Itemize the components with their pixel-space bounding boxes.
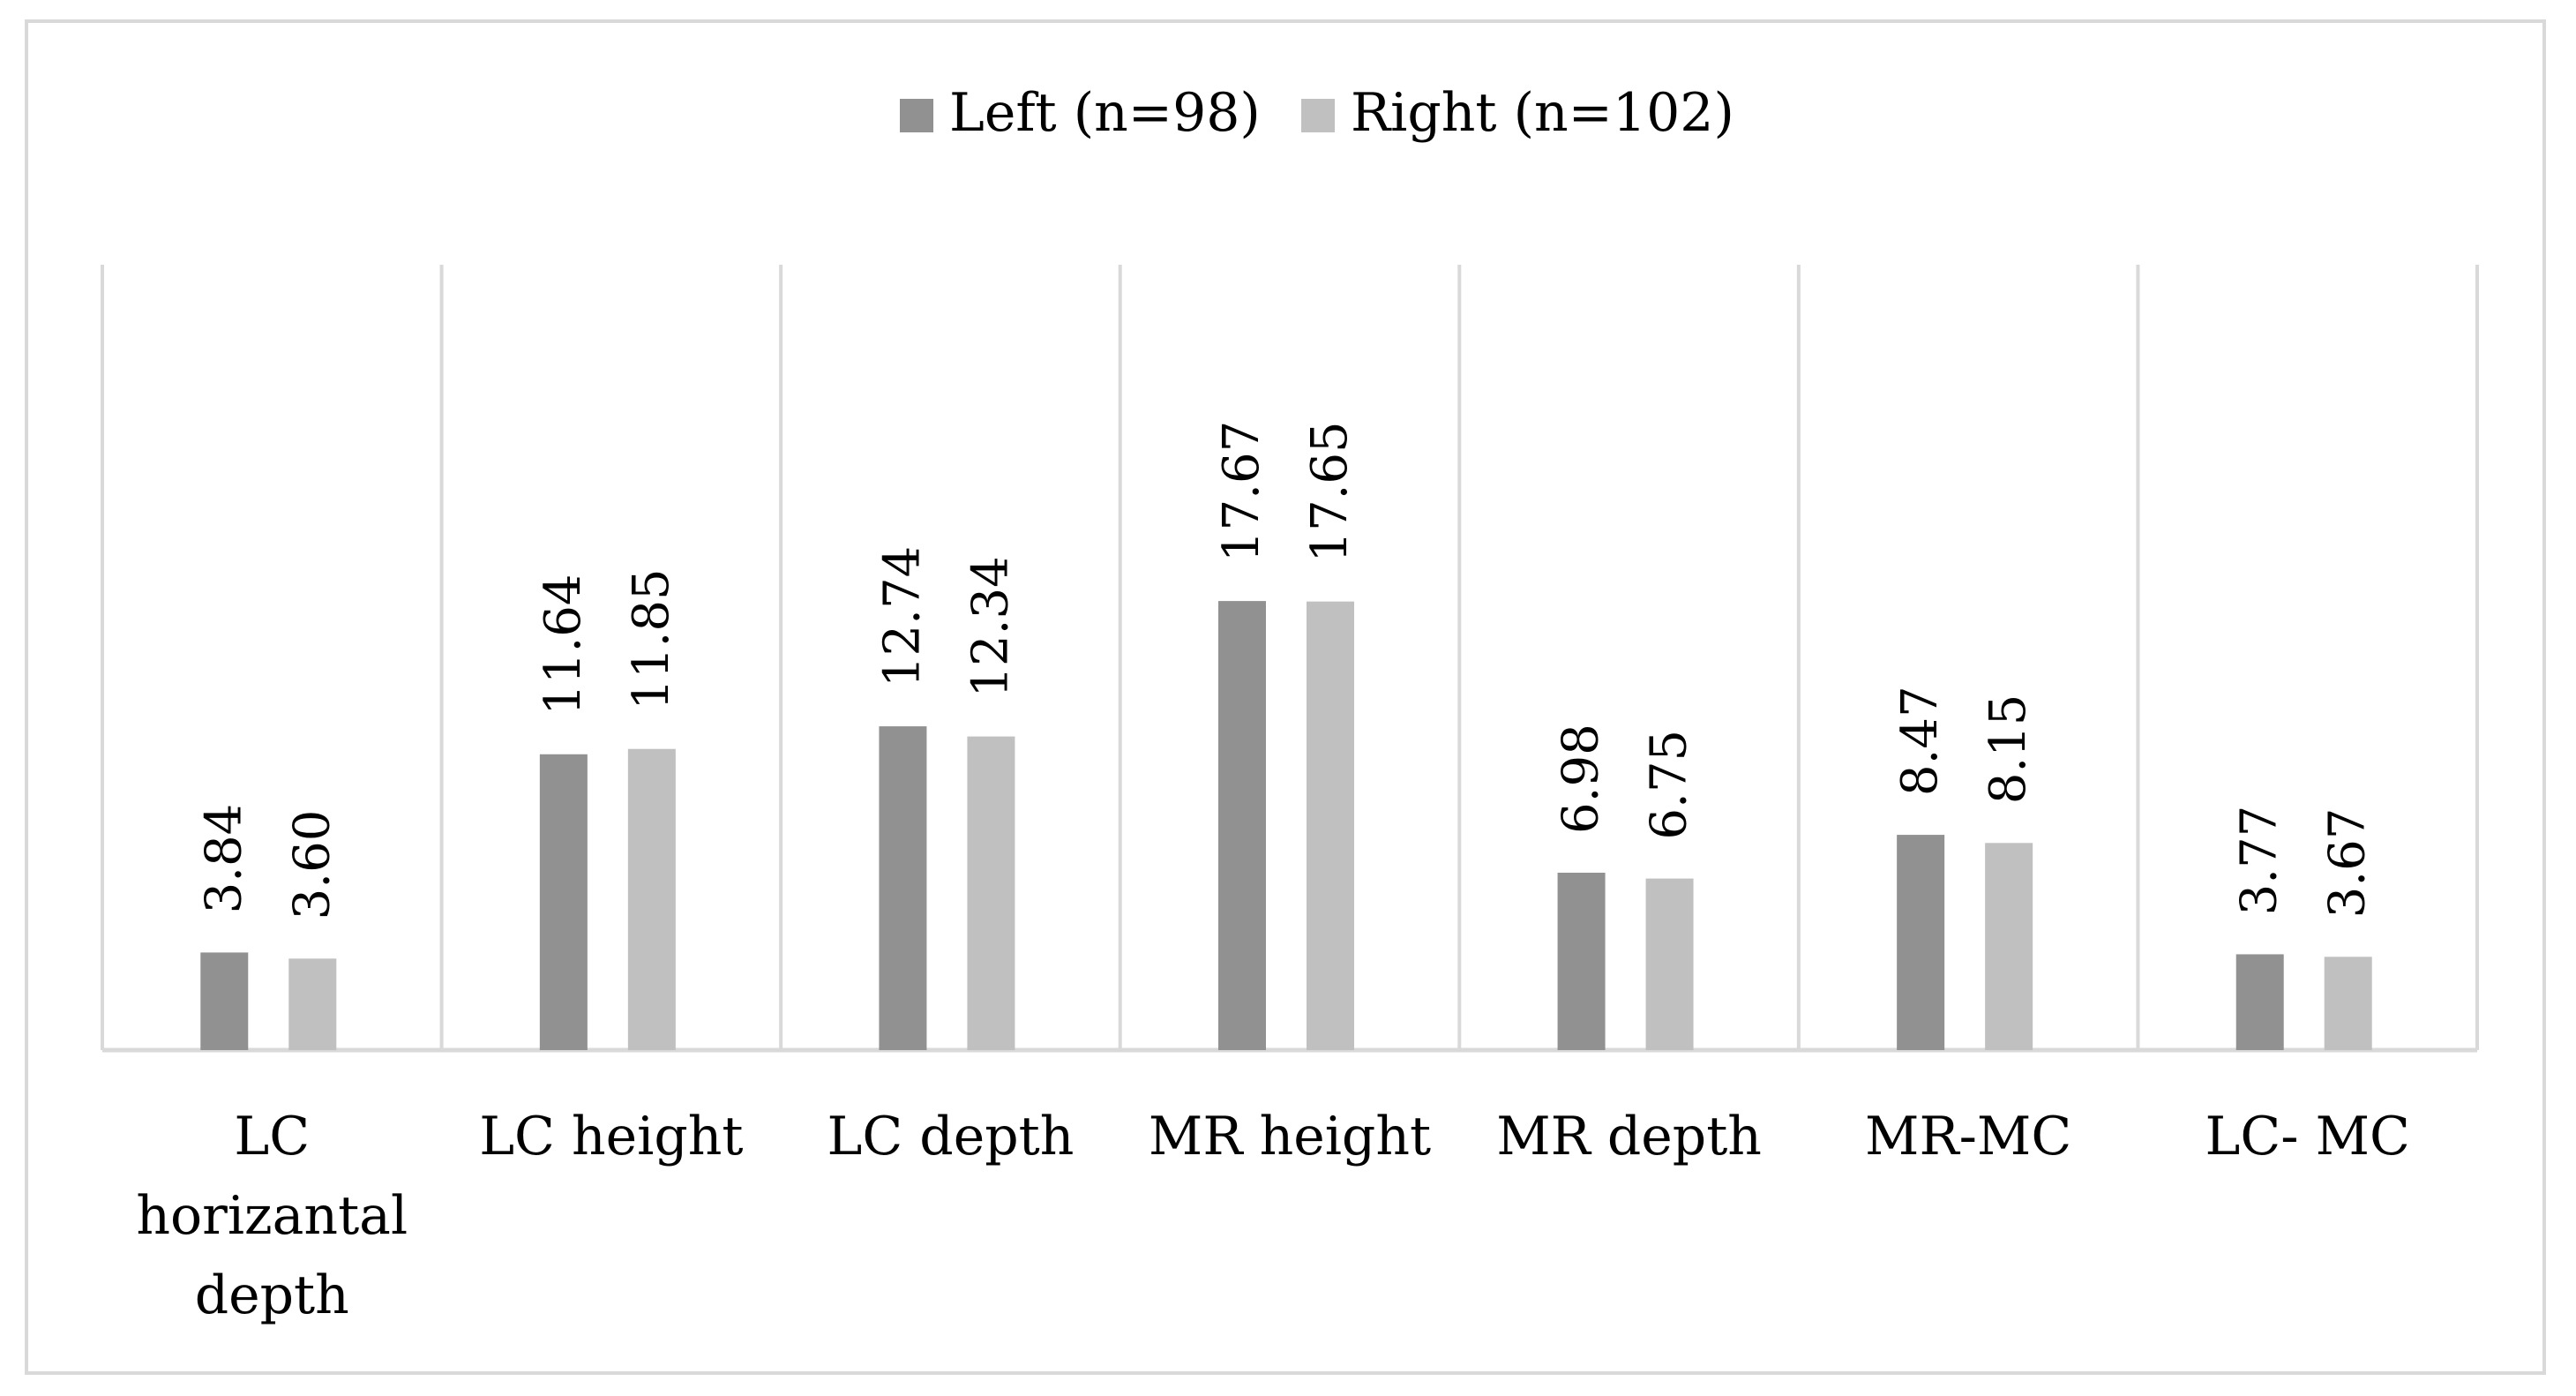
bar-right xyxy=(1645,878,1694,1050)
legend-swatch-left xyxy=(900,99,933,132)
category-label: LC depth xyxy=(827,1106,1074,1167)
data-label: 17.65 xyxy=(1301,421,1359,562)
legend-swatch-right xyxy=(1301,99,1335,132)
legend-label-left: Left (n=98) xyxy=(949,82,1261,144)
bar-right xyxy=(627,748,676,1050)
data-label: 3.60 xyxy=(283,810,341,920)
data-label: 17.67 xyxy=(1213,421,1270,562)
category-label: MR height xyxy=(1149,1106,1431,1167)
bar-right xyxy=(2324,957,2372,1050)
bar-left xyxy=(2235,954,2284,1050)
data-label: 3.67 xyxy=(2319,808,2377,919)
bar-left xyxy=(1218,601,1266,1050)
bar-left xyxy=(1897,835,1945,1050)
data-label: 12.74 xyxy=(873,546,931,687)
data-label: 8.15 xyxy=(1980,694,2037,805)
bar-left xyxy=(879,726,927,1050)
bar-right xyxy=(967,736,1015,1050)
bar-right xyxy=(1307,601,1354,1050)
category-label: LC- MC xyxy=(2205,1106,2409,1167)
chart-frame xyxy=(25,19,2546,1375)
legend-label-right: Right (n=102) xyxy=(1351,82,1734,144)
bar-left xyxy=(1557,872,1606,1050)
data-label: 8.47 xyxy=(1891,686,1949,796)
data-label: 6.98 xyxy=(1553,724,1610,834)
data-label: 11.85 xyxy=(623,568,680,709)
data-label: 3.77 xyxy=(2231,806,2288,916)
data-label: 12.34 xyxy=(962,556,1019,697)
data-label: 3.84 xyxy=(195,804,252,914)
category-label: MR-MC xyxy=(1865,1106,2071,1167)
category-label: LC height xyxy=(479,1106,743,1167)
bar-right xyxy=(288,958,337,1050)
bar-left xyxy=(539,754,588,1050)
category-label: MR depth xyxy=(1496,1106,1762,1167)
category-label: LC horizantal depth xyxy=(136,1106,408,1326)
data-label: 6.75 xyxy=(1641,730,1698,840)
bar-left xyxy=(200,952,249,1050)
bar-right xyxy=(1985,843,2033,1050)
data-label: 11.64 xyxy=(535,574,592,715)
